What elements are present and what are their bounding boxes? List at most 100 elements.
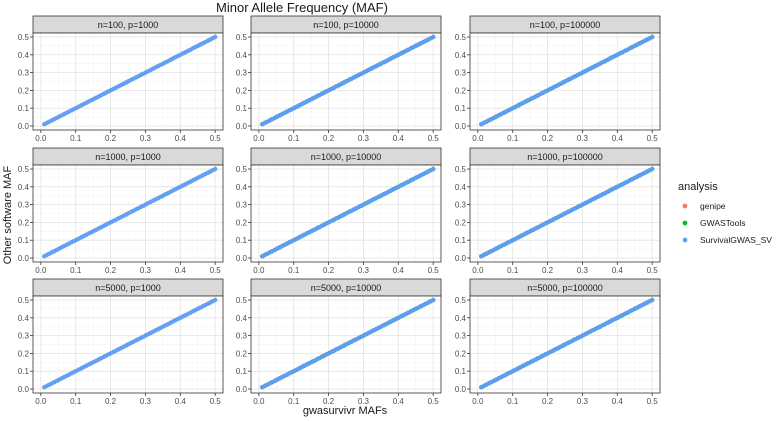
x-tick-label: 0.4 xyxy=(612,397,624,406)
panel-border xyxy=(469,32,661,131)
x-tick-label: 0.4 xyxy=(175,397,187,406)
x-tick-label: 0.4 xyxy=(175,266,187,275)
y-tick-label: 0.5 xyxy=(18,33,30,42)
x-tick-label: 0.1 xyxy=(288,266,300,275)
x-tick-label: 0.1 xyxy=(70,397,82,406)
facet-panel: n=100, p=100000 0.0 0.0 0.1 0.1 0.2 0.2 0.3 0.3 0… xyxy=(455,15,661,143)
x-tick-label: 0.3 xyxy=(140,397,152,406)
facet-strip-label: n=1000, p=1000 xyxy=(95,152,161,162)
x-tick-label: 0.1 xyxy=(288,397,300,406)
y-tick-label: 0.1 xyxy=(455,104,467,113)
data-point xyxy=(649,166,655,172)
x-tick-label: 0.0 xyxy=(253,134,265,143)
facet-panel: n=1000, p=1000 0.0 0.0 0.1 0.1 0.2 0.2 0.3 0.3 0.… xyxy=(18,147,224,275)
x-tick-label: 0.5 xyxy=(428,134,440,143)
x-tick-label: 0.3 xyxy=(140,266,152,275)
data-point xyxy=(430,34,436,40)
x-tick-label: 0.1 xyxy=(507,266,519,275)
y-tick-label: 0.3 xyxy=(455,332,467,341)
x-tick-label: 0.0 xyxy=(253,266,265,275)
x-tick-label: 0.3 xyxy=(358,266,370,275)
facet-strip-label: n=1000, p=100000 xyxy=(527,152,603,162)
y-tick-label: 0.0 xyxy=(236,385,248,394)
y-tick-label: 0.5 xyxy=(236,296,248,305)
x-tick-label: 0.4 xyxy=(393,266,405,275)
panel-border xyxy=(32,164,224,263)
data-point xyxy=(430,166,436,172)
y-tick-label: 0.0 xyxy=(18,385,30,394)
x-tick-label: 0.4 xyxy=(393,397,405,406)
data-point xyxy=(649,34,655,40)
y-tick-label: 0.3 xyxy=(18,69,30,78)
y-tick-label: 0.1 xyxy=(18,367,30,376)
x-tick-label: 0.5 xyxy=(647,266,659,275)
y-tick-label: 0.1 xyxy=(18,104,30,113)
x-tick-label: 0.3 xyxy=(358,134,370,143)
y-tick-label: 0.1 xyxy=(236,236,248,245)
y-tick-label: 0.4 xyxy=(455,183,467,192)
x-tick-label: 0.5 xyxy=(428,266,440,275)
y-tick-label: 0.2 xyxy=(236,349,248,358)
facet-panel: n=5000, p=100000 0.0 0.0 0.1 0.1 0.2 0.2 0.3 0.3… xyxy=(455,278,661,406)
y-tick-label: 0.4 xyxy=(236,51,248,60)
y-tick-label: 0.5 xyxy=(236,33,248,42)
facet-strip-label: n=1000, p=10000 xyxy=(311,152,382,162)
x-tick-label: 0.2 xyxy=(323,134,335,143)
x-tick-label: 0.3 xyxy=(577,397,589,406)
x-tick-label: 0.2 xyxy=(323,397,335,406)
y-tick-label: 0.3 xyxy=(236,201,248,210)
y-tick-label: 0.5 xyxy=(18,165,30,174)
legend-item: genipe xyxy=(682,201,726,211)
x-tick-label: 0.4 xyxy=(175,134,187,143)
x-tick-label: 0.0 xyxy=(35,397,47,406)
y-tick-label: 0.2 xyxy=(236,218,248,227)
x-tick-label: 0.0 xyxy=(472,134,484,143)
x-tick-label: 0.2 xyxy=(105,134,117,143)
panel-border xyxy=(250,164,442,263)
x-tick-label: 0.2 xyxy=(105,397,117,406)
facet-strip-label: n=5000, p=10000 xyxy=(311,283,382,293)
facet-panel: n=1000, p=10000 0.0 0.0 0.1 0.1 0.2 0.2 0.3 0.3 0… xyxy=(236,147,442,275)
y-tick-label: 0.1 xyxy=(455,236,467,245)
data-point xyxy=(649,297,655,303)
x-tick-label: 0.3 xyxy=(140,134,152,143)
x-tick-label: 0.5 xyxy=(428,397,440,406)
y-tick-label: 0.2 xyxy=(455,349,467,358)
y-tick-label: 0.3 xyxy=(18,201,30,210)
facet-panel: n=100, p=10000 0.0 0.0 0.1 0.1 0.2 0.2 0.3 0.3 0.… xyxy=(236,15,442,143)
x-tick-label: 0.3 xyxy=(358,397,370,406)
data-point xyxy=(212,34,218,40)
panel-border xyxy=(32,295,224,394)
legend-label: genipe xyxy=(700,201,726,211)
y-tick-label: 0.0 xyxy=(18,254,30,263)
y-tick-label: 0.0 xyxy=(455,254,467,263)
panel-border xyxy=(32,32,224,131)
y-tick-label: 0.4 xyxy=(455,314,467,323)
legend-item: GWASTools xyxy=(682,218,746,228)
y-tick-label: 0.3 xyxy=(236,69,248,78)
y-axis-title: Other software MAF xyxy=(2,166,14,265)
y-tick-label: 0.3 xyxy=(236,332,248,341)
y-tick-label: 0.1 xyxy=(236,104,248,113)
y-tick-label: 0.4 xyxy=(18,183,30,192)
x-tick-label: 0.4 xyxy=(612,134,624,143)
y-tick-label: 0.3 xyxy=(455,201,467,210)
y-tick-label: 0.3 xyxy=(455,69,467,78)
x-tick-label: 0.0 xyxy=(253,397,265,406)
facet-strip-label: n=5000, p=100000 xyxy=(527,283,603,293)
x-tick-label: 0.3 xyxy=(577,134,589,143)
x-tick-label: 0.2 xyxy=(542,397,554,406)
y-tick-label: 0.2 xyxy=(236,86,248,95)
x-tick-label: 0.1 xyxy=(288,134,300,143)
x-tick-label: 0.1 xyxy=(507,134,519,143)
y-tick-label: 0.4 xyxy=(236,314,248,323)
y-tick-label: 0.2 xyxy=(18,349,30,358)
y-tick-label: 0.4 xyxy=(455,51,467,60)
legend-label: SurvivalGWAS_SV xyxy=(700,235,772,245)
legend-title: analysis xyxy=(678,181,718,193)
x-tick-label: 0.4 xyxy=(393,134,405,143)
y-tick-label: 0.3 xyxy=(18,332,30,341)
legend-swatch xyxy=(682,203,688,209)
